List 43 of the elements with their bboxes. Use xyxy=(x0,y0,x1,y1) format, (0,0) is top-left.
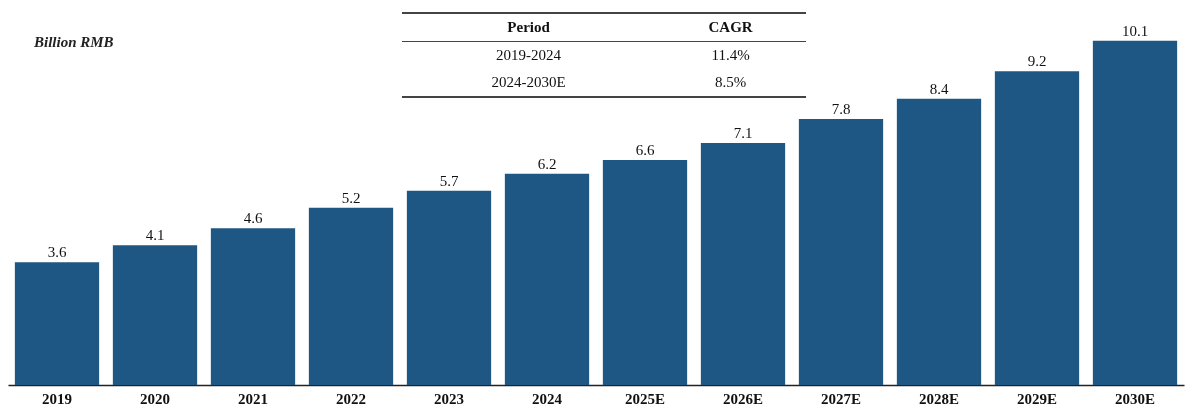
text: Period xyxy=(507,18,550,35)
bar xyxy=(602,160,688,385)
x-tick-label: 2023 xyxy=(434,390,464,407)
x-tick-label: 2025E xyxy=(624,390,666,407)
x-tick-label: 2024 xyxy=(532,390,563,407)
bar xyxy=(504,173,590,385)
x-tick-label: 2026E xyxy=(722,390,764,407)
bar xyxy=(994,71,1080,385)
annotation: 11.4% xyxy=(710,45,751,65)
bar xyxy=(112,245,198,385)
bar xyxy=(406,190,492,385)
data-label: 5.7 xyxy=(439,172,459,189)
data-label: 6.6 xyxy=(635,142,655,158)
x-tick-label: 2019 xyxy=(42,390,72,407)
x-tick-label: 2022 xyxy=(336,390,366,407)
bar xyxy=(700,142,786,385)
data-label: 10.1 xyxy=(1121,22,1149,39)
annotation: 2019-2024 xyxy=(495,45,563,65)
data-label: 4.1 xyxy=(145,227,165,244)
x-tick-label: 2028E xyxy=(918,390,960,407)
bar xyxy=(308,207,394,385)
bar xyxy=(896,98,982,385)
bar xyxy=(14,262,100,385)
data-label: 9.2 xyxy=(1027,53,1047,70)
data-label: 6.2 xyxy=(537,155,557,172)
x-tick-label: 2029E xyxy=(1016,390,1058,407)
bar xyxy=(210,228,296,385)
bar xyxy=(798,119,884,385)
data-label: 7.1 xyxy=(733,124,753,141)
data-label: 7.8 xyxy=(831,101,851,118)
x-tick-label: 2027E xyxy=(820,390,862,407)
data-label: 4.6 xyxy=(243,210,263,227)
text: CAGR xyxy=(708,18,753,35)
annotation: 2024-2030E xyxy=(402,69,656,97)
x-tick-label: 2030E xyxy=(1114,390,1156,407)
data-label: 3.6 xyxy=(47,244,67,261)
annotation: 8.5% xyxy=(655,69,806,97)
x-tick-label: 2021 xyxy=(238,390,268,407)
bar xyxy=(1092,40,1178,385)
data-label: 8.4 xyxy=(929,80,949,97)
x-tick-label: 2020 xyxy=(140,390,170,407)
data-label: 5.2 xyxy=(341,189,361,206)
y-axis-title: Billion RMB xyxy=(34,34,114,51)
